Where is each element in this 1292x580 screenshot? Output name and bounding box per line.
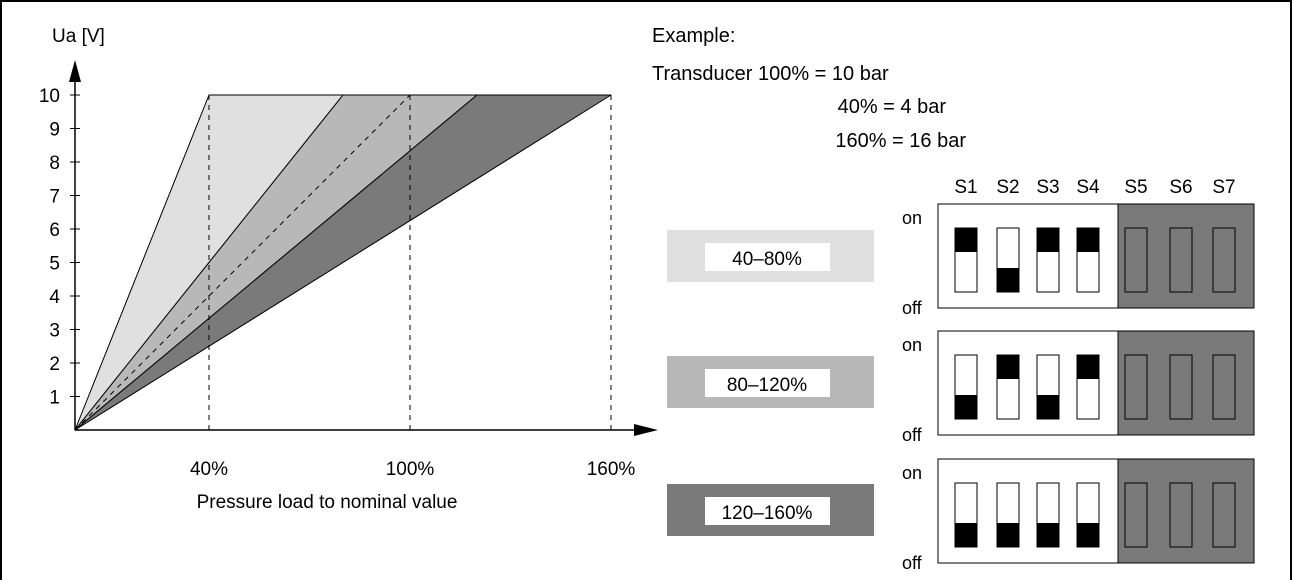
dip-switch-knob <box>1037 523 1059 547</box>
x-tick-label: 40% <box>190 459 228 480</box>
y-tick-label: 5 <box>49 254 60 275</box>
switch-label-s4: S4 <box>1076 177 1100 198</box>
switch-panel-unused <box>1117 330 1255 436</box>
y-tick-label: 3 <box>49 321 60 342</box>
voltage-chart: 1 2 3 4 5 6 7 8 9 10 40% 100% 160% Ua [V] Pressure … <box>39 26 658 513</box>
dip-switch-s7-unused <box>1212 227 1236 293</box>
switch-row: 120–160% on off <box>667 458 1255 573</box>
y-tick-label: 1 <box>49 388 60 409</box>
switch-rows: 40–80% on off 80–120% on off 120–160% on off <box>667 203 1255 573</box>
off-label: off <box>902 298 923 318</box>
dip-switch-knob <box>955 523 977 547</box>
dip-switch-s7-unused <box>1212 354 1236 420</box>
range-label-box <box>705 369 830 397</box>
example-line-3: 160% = 16 bar <box>835 130 966 152</box>
dip-switch-s5-unused <box>1124 227 1148 293</box>
example-line-1: Transducer 100% = 10 bar <box>652 63 889 85</box>
dip-switch-knob <box>1077 523 1099 547</box>
dip-switch-s6-unused <box>1169 354 1193 420</box>
dip-switch-s6-unused <box>1169 227 1193 293</box>
dip-switch-s5-unused <box>1124 354 1148 420</box>
dip-switch-s7-unused <box>1212 482 1236 548</box>
example-title: Example: <box>652 25 735 47</box>
switch-row: 80–120% on off <box>667 330 1255 445</box>
x-tick-label: 160% <box>587 459 636 480</box>
range-label: 120–160% <box>722 503 813 524</box>
y-tick-label: 7 <box>49 187 60 208</box>
on-label: on <box>902 335 922 355</box>
range-label: 40–80% <box>732 249 802 270</box>
off-label: off <box>902 553 923 573</box>
dip-switch-knob <box>955 228 977 252</box>
y-tick-label: 9 <box>49 120 60 141</box>
dip-switch-knob <box>997 355 1019 379</box>
y-tick-label: 10 <box>39 86 60 107</box>
y-axis-arrow <box>69 60 81 82</box>
dip-switch-knob <box>1037 395 1059 419</box>
switch-label-s5: S5 <box>1124 177 1147 198</box>
y-tick-label: 4 <box>49 287 60 308</box>
dip-switch-knob <box>997 268 1019 292</box>
switch-label-s3: S3 <box>1036 177 1059 198</box>
switch-header-row: S1 S2 S3 S4 S5 S6 S7 <box>954 177 1235 198</box>
dip-switch-knob <box>1077 228 1099 252</box>
range-label-box <box>705 243 830 271</box>
switch-label-s6: S6 <box>1169 177 1192 198</box>
x-axis-arrow <box>634 424 658 436</box>
range-label-box <box>705 497 830 525</box>
range-label: 80–120% <box>727 375 807 396</box>
example-block: Example: Transducer 100% = 10 bar 40% = … <box>652 25 966 152</box>
example-line-2: 40% = 4 bar <box>838 96 947 118</box>
switch-label-s7: S7 <box>1212 177 1235 198</box>
switch-label-s1: S1 <box>954 177 977 198</box>
switch-label-s2: S2 <box>996 177 1019 198</box>
switch-panel-unused <box>1117 458 1255 564</box>
dip-switch-s5-unused <box>1124 482 1148 548</box>
reference-dashed-line <box>74 94 411 431</box>
switch-panel-unused <box>1117 203 1255 309</box>
y-axis-label: Ua [V] <box>52 26 105 47</box>
switch-row: 40–80% on off <box>667 203 1255 318</box>
on-label: on <box>902 208 922 228</box>
y-tick-label: 2 <box>49 354 60 375</box>
dip-switch-knob <box>997 523 1019 547</box>
off-label: off <box>902 425 923 445</box>
y-tick-label: 6 <box>49 220 60 241</box>
x-tick-label: 100% <box>386 459 435 480</box>
x-axis-label: Pressure load to nominal value <box>197 492 458 513</box>
dip-switch-knob <box>1037 228 1059 252</box>
on-label: on <box>902 463 922 483</box>
y-tick-label: 8 <box>49 153 60 174</box>
dip-switch-knob <box>955 395 977 419</box>
dip-switch-knob <box>1077 355 1099 379</box>
dip-switch-s6-unused <box>1169 482 1193 548</box>
